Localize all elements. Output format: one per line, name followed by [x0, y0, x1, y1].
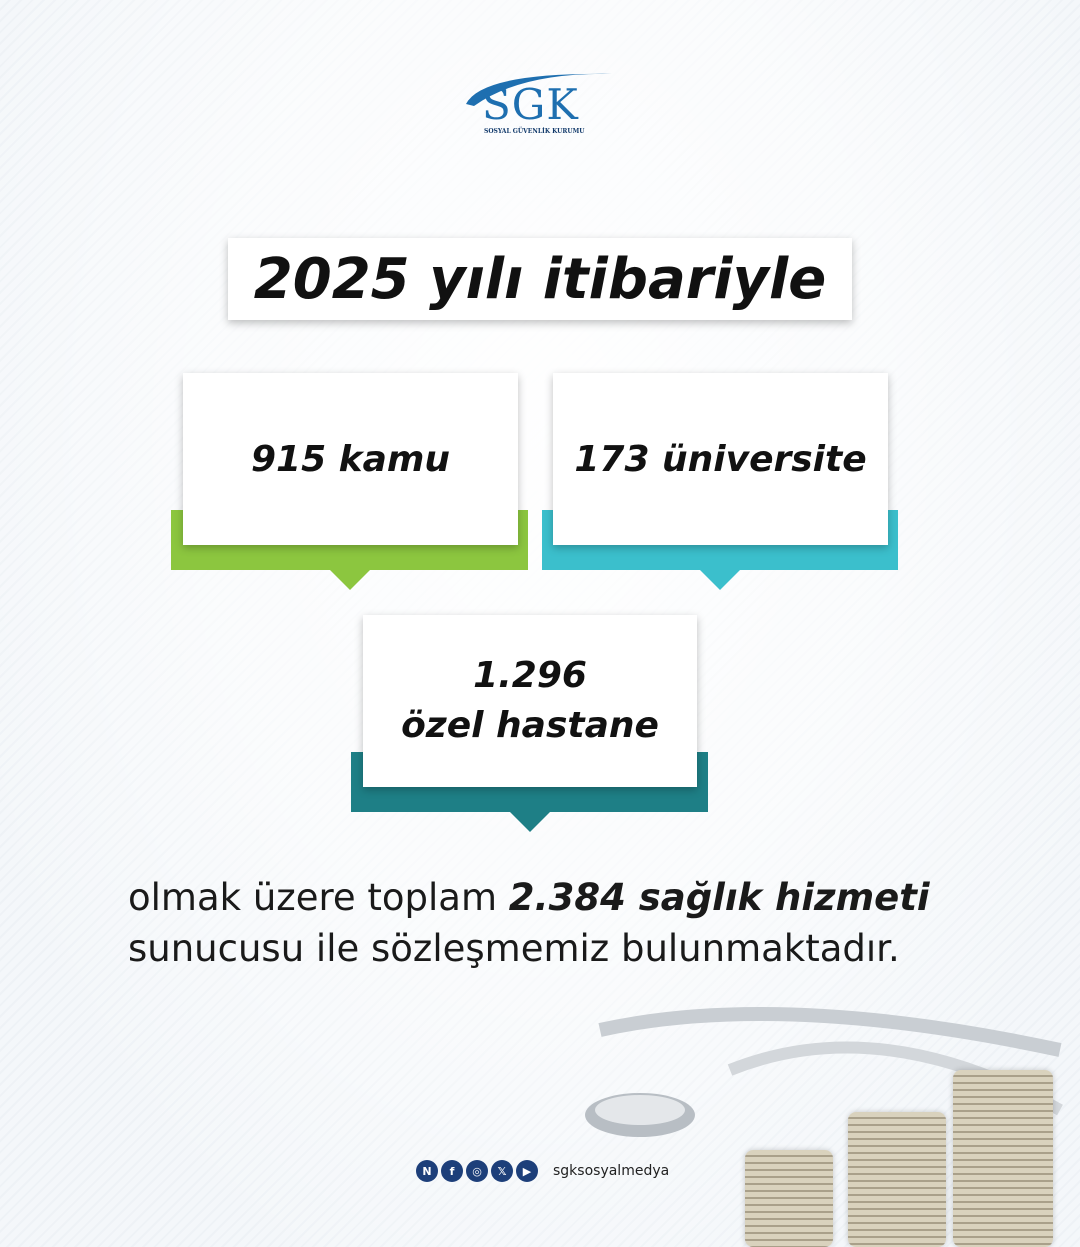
universite-count: 173 üniversite — [574, 438, 867, 480]
summary-prefix: olmak üzere toplam — [128, 876, 509, 919]
universite-pointer — [700, 570, 740, 590]
social-handle[interactable]: sgksosyalmedya — [553, 1163, 670, 1179]
kamu-card: 915 kamu — [183, 373, 518, 545]
youtube-icon[interactable]: ▶ — [516, 1160, 538, 1182]
logo-subtitle: SOSYAL GÜVENLİK KURUMU — [484, 128, 585, 135]
kamu-pointer — [330, 570, 370, 590]
summary-line2: sunucusu ile sözleşmemiz bulunmaktadır. — [128, 927, 900, 970]
summary-text: olmak üzere toplam 2.384 sağlık hizmeti … — [128, 872, 930, 974]
coin-stack — [848, 1112, 946, 1247]
sgk-logo: SGK SOSYAL GÜVENLİK KURUMU — [462, 66, 617, 141]
facebook-icon[interactable]: f — [441, 1160, 463, 1182]
coin-stack — [745, 1150, 833, 1247]
instagram-icon[interactable]: ◎ — [466, 1160, 488, 1182]
universite-card: 173 üniversite — [553, 373, 888, 545]
kamu-count: 915 kamu — [250, 438, 451, 480]
coin-stack — [953, 1070, 1053, 1247]
ozel-count: 1.296 — [473, 655, 587, 696]
ozel-label: özel hastane — [401, 705, 659, 746]
ozel-pointer — [510, 812, 550, 832]
nsosyal-icon[interactable]: N — [416, 1160, 438, 1182]
x-icon[interactable]: 𝕏 — [491, 1160, 513, 1182]
ozel-card: 1.296 özel hastane — [363, 615, 697, 787]
social-footer: N f ◎ 𝕏 ▶ sgksosyalmedya — [416, 1160, 669, 1182]
logo-letters: SGK — [482, 80, 579, 129]
summary-highlight: 2.384 sağlık hizmeti — [508, 876, 930, 919]
page-title: 2025 yılı itibariyle — [253, 246, 827, 312]
title-box: 2025 yılı itibariyle — [228, 238, 852, 320]
